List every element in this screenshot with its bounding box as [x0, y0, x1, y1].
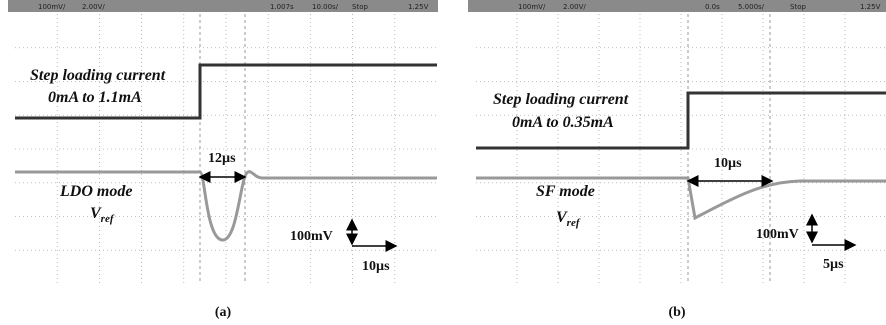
annotation: 12µs: [208, 151, 236, 166]
annotation: 5µs: [823, 257, 844, 272]
annotation: Step loading current: [30, 67, 166, 84]
status-text: Stop: [790, 3, 806, 11]
status-text: 1.25V: [860, 3, 881, 11]
vref-trace: [15, 172, 437, 240]
annotation: LDO mode: [59, 183, 132, 200]
annotation: 10µs: [714, 156, 742, 171]
status-text: 1.007s: [270, 3, 294, 11]
annotation: 0mA to 1.1mA: [48, 89, 142, 106]
annotation: Vref: [556, 209, 581, 229]
status-text: 2.00V/: [563, 3, 586, 11]
vref-sub: ref: [567, 217, 581, 229]
annotation: 0mA to 0.35mA: [512, 114, 614, 131]
annotation: 100mV: [756, 227, 799, 242]
status-text: 2.00V/: [82, 3, 105, 11]
status-text: 100mV/: [38, 3, 66, 11]
annotation: 10µs: [362, 259, 390, 274]
caption: (b): [668, 305, 685, 320]
annotation: 100mV: [290, 229, 333, 244]
annotation: Vref: [90, 205, 115, 225]
annotation: SF mode: [536, 183, 595, 200]
status-text: 1.25V: [408, 3, 429, 11]
status-text: Stop: [352, 3, 368, 11]
annotation: Step loading current: [493, 91, 629, 108]
status-text: 100mV/: [518, 3, 546, 11]
caption: (a): [215, 305, 232, 320]
status-text: 10.00s/: [312, 3, 339, 11]
status-text: 5.000s/: [738, 3, 765, 11]
figure: 100mV/ 2.00V/ 1.007s 10.00s/ Stop 1.25V …: [0, 0, 886, 325]
status-bar: [8, 0, 438, 12]
status-text: 0.0s: [705, 3, 720, 11]
vref-sub: ref: [101, 213, 115, 225]
